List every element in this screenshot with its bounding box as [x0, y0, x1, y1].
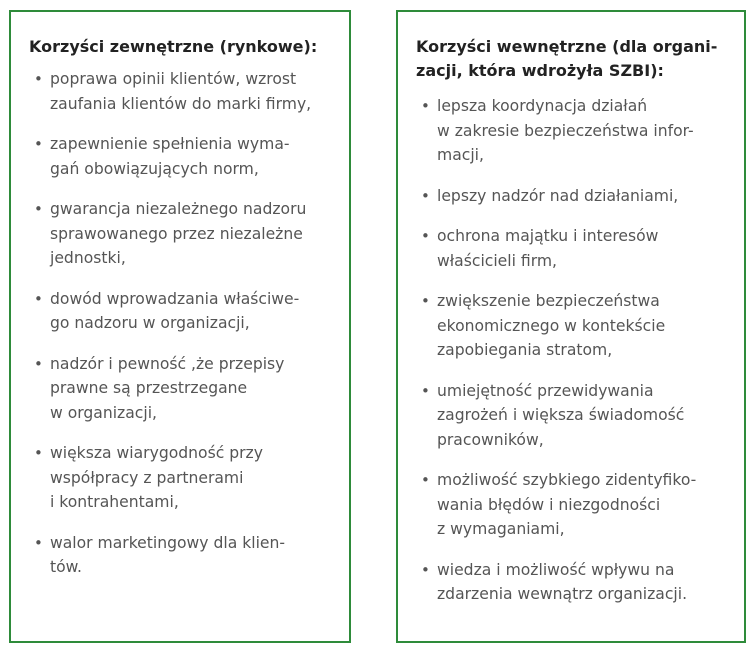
internal-benefits-heading: Korzyści wewnętrzne (dla organi- zacji, … — [416, 37, 718, 80]
list-item: • ochrona majątku i interesów właścicieli… — [419, 224, 729, 273]
list-item: • zwiększenie bezpieczeństwa ekonomiczneg… — [419, 289, 729, 363]
bullet-icon: • — [421, 97, 430, 115]
bullet-icon: • — [34, 444, 43, 462]
list-item: • większa wiarygodność przy współpracy z … — [32, 441, 332, 515]
bullet-icon: • — [421, 186, 430, 205]
list-item-text: zwiększenie bezpieczeństwa ekonomicznego… — [437, 292, 666, 359]
bullet-icon: • — [421, 560, 430, 579]
list-item: • lepszy nadzór nad działaniami, — [419, 184, 729, 209]
list-item: • wiedza i możliwość wpływu na zdarzenia … — [419, 558, 729, 607]
list-item-text: większa wiarygodność przy współpracy z p… — [50, 444, 263, 511]
bullet-icon: • — [34, 135, 43, 153]
list-item: • zapewnienie spełnienia wyma- gań obowią… — [32, 132, 332, 181]
list-item-text: wiedza i możliwość wpływu na zdarzenia w… — [437, 560, 688, 604]
bullet-icon: • — [421, 471, 430, 489]
bullet-icon: • — [34, 533, 43, 552]
list-item: • możliwość szybkiego zidentyfiko- wania … — [419, 468, 729, 542]
external-benefits-panel: Korzyści zewnętrzne (rynkowe): • poprawa … — [9, 10, 351, 643]
list-item: • lepsza koordynacja działań w zakresie b… — [419, 94, 729, 168]
bullet-icon: • — [34, 354, 43, 373]
list-item: • umiejętność przewidywania zagrożeń i wi… — [419, 379, 729, 453]
list-item: • poprawa opinii klientów, wzrost zaufani… — [32, 67, 332, 116]
list-item-text: ochrona majątku i interesów właścicieli … — [437, 227, 659, 270]
bullet-icon: • — [421, 227, 430, 245]
external-benefits-list: • poprawa opinii klientów, wzrost zaufani… — [32, 67, 332, 596]
list-item-text: lepszy nadzór nad działaniami, — [437, 186, 679, 205]
external-benefits-heading: Korzyści zewnętrzne (rynkowe): — [29, 37, 318, 56]
list-item-text: gwarancja niezależnego nadzoru sprawowan… — [50, 200, 307, 267]
internal-benefits-list: • lepsza koordynacja działań w zakresie b… — [419, 94, 729, 623]
bullet-icon: • — [34, 289, 43, 308]
bullet-icon: • — [421, 381, 430, 400]
bullet-icon: • — [421, 292, 430, 310]
list-item-text: lepsza koordynacja działań w zakresie be… — [437, 97, 694, 164]
bullet-icon: • — [34, 70, 43, 88]
list-item-text: poprawa opinii klientów, wzrost zaufania… — [50, 70, 312, 113]
list-item-text: dowód wprowadzania właściwe- go nadzoru … — [50, 289, 300, 333]
list-item-text: zapewnienie spełnienia wyma- gań obowiąz… — [50, 135, 290, 178]
bullet-icon: • — [34, 200, 43, 218]
internal-benefits-panel: Korzyści wewnętrzne (dla organi- zacji, … — [396, 10, 746, 643]
list-item: • gwarancja niezależnego nadzoru sprawowa… — [32, 197, 332, 271]
list-item-text: walor marketingowy dla klien- tów. — [50, 533, 286, 577]
list-item: • dowód wprowadzania właściwe- go nadzoru… — [32, 287, 332, 336]
list-item-text: umiejętność przewidywania zagrożeń i wię… — [437, 381, 685, 449]
list-item: • walor marketingowy dla klien- tów. — [32, 531, 332, 580]
list-item-text: nadzór i pewność ,że przepisy prawne są … — [50, 354, 285, 422]
list-item-text: możliwość szybkiego zidentyfiko- wania b… — [437, 471, 697, 538]
list-item: • nadzór i pewność ,że przepisy prawne są… — [32, 352, 332, 426]
